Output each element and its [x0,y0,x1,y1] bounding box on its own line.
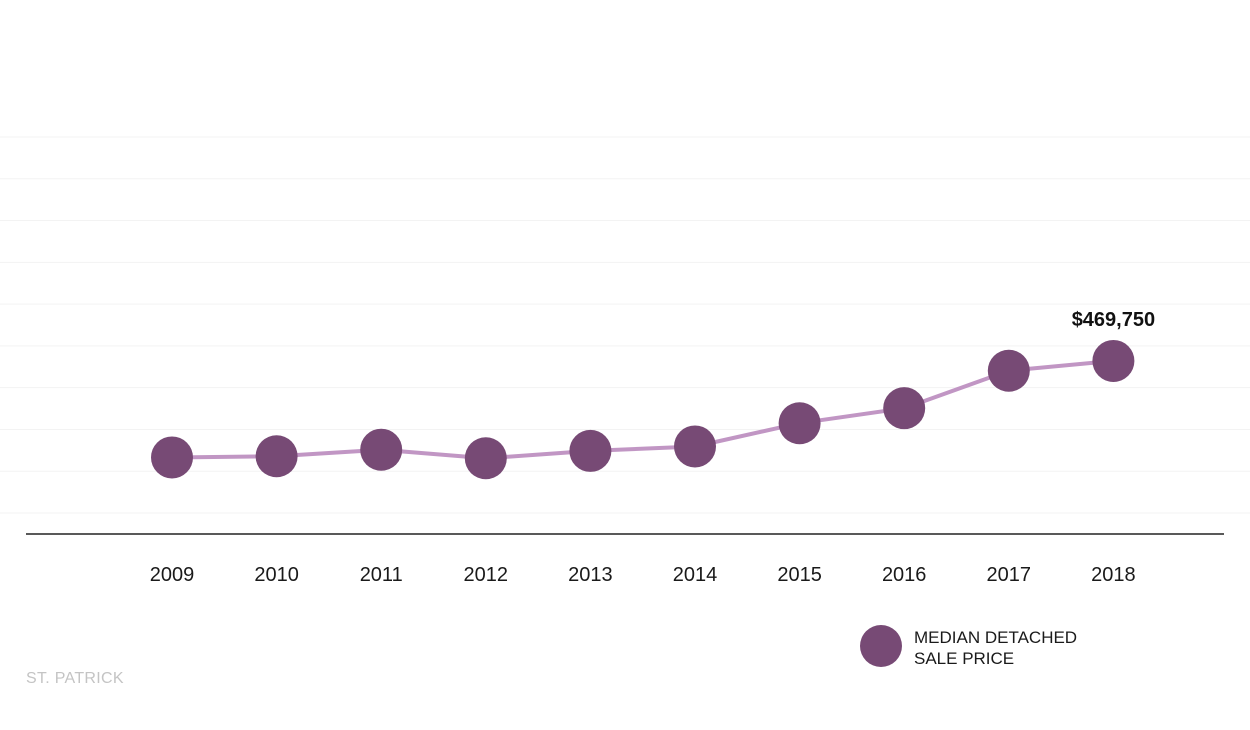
series-line-median-detached-sale-price [171,358,1114,461]
x-tick-label: 2009 [150,564,195,586]
x-tick-label: 2015 [777,564,822,586]
x-tick-label: 2014 [673,564,718,586]
x-tick-label: 2017 [987,564,1032,586]
data-point-2015 [778,402,821,445]
legend-marker [860,625,902,667]
data-point-2013 [569,429,612,472]
data-labels: $469,750 [1072,309,1155,331]
data-point-2009 [151,436,193,479]
x-tick-label: 2012 [464,564,509,586]
legend: MEDIAN DETACHED SALE PRICE [860,625,1077,668]
x-tick-label: 2011 [360,564,403,586]
data-point-2012 [464,437,507,480]
data-point-2017 [987,349,1030,392]
x-tick-label: 2018 [1091,564,1136,586]
data-point-2018 [1092,339,1135,382]
x-tick-label: 2016 [882,564,927,586]
legend-label-line: SALE PRICE [914,649,1014,668]
data-point-2016 [883,387,926,430]
legend-label-line: MEDIAN DETACHED [914,628,1077,647]
grid-lines [0,136,1250,514]
data-label-2018: $469,750 [1072,309,1155,331]
footer-label: ST. PATRICK [26,670,124,687]
x-tick-label: 2010 [254,564,299,586]
data-point-2014 [674,425,716,468]
data-point-2011 [360,428,403,471]
legend-label: MEDIAN DETACHED SALE PRICE [914,628,1077,668]
x-tick-labels: 2009 2010 2011 2012 2013 2014 2015 2016 2017 2018 [150,564,1136,586]
data-point-2010 [255,435,298,478]
x-tick-label: 2013 [568,564,613,586]
data-points [151,339,1135,480]
